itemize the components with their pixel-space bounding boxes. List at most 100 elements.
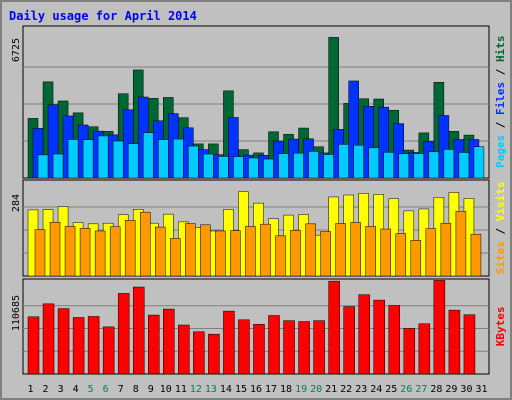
bar-pages-19 [308,151,319,179]
x-tick-label-8: 8 [133,384,139,395]
x-tick-label-29: 29 [445,384,457,395]
bar-pages-22 [353,144,364,179]
x-tick-label-4: 4 [73,384,79,395]
bar-kbytes-29 [448,309,461,375]
bar-pages-13 [218,156,229,179]
bar-pages-6 [112,140,124,179]
bar-sites-6 [109,226,121,277]
x-tick-label-25: 25 [385,384,397,395]
bar-sites-29 [455,210,467,277]
bar-kbytes-10 [163,308,175,375]
legend-separator: / [494,115,507,135]
bar-sites-25 [395,233,407,277]
legend-visits-sites: Sites / Visits [494,181,507,274]
bar-pages-10 [173,138,184,179]
ymax-label-visits-sites: 284 [11,194,22,212]
bar-kbytes-14 [223,310,235,375]
bar-sites-1 [34,229,46,277]
bar-kbytes-16 [253,323,265,375]
bar-sites-14 [230,230,241,277]
bar-kbytes-30 [463,314,476,375]
bar-pages-1 [37,154,49,179]
x-tick-label-31: 31 [475,384,487,395]
bar-sites-22 [350,222,361,277]
bar-sites-20 [320,231,331,277]
bar-pages-7 [127,143,139,179]
bar-pages-4 [82,139,94,179]
bar-kbytes-23 [358,294,370,375]
x-tick-label-16: 16 [250,384,262,395]
bar-sites-12 [200,224,211,277]
bar-sites-13 [215,230,226,277]
x-tick-label-30: 30 [460,384,472,395]
bar-sites-21 [335,223,346,277]
x-tick-label-27: 27 [415,384,427,395]
bar-pages-20 [323,154,334,179]
legend-entry-hits: Hits [494,36,507,63]
ymax-label-kbytes: 110685 [11,295,22,331]
x-tick-label-21: 21 [325,384,337,395]
x-tick-label-20: 20 [310,384,322,395]
x-tick-label-18: 18 [280,384,292,395]
bar-kbytes-22 [343,306,355,375]
bar-kbytes-17 [268,315,280,375]
bar-kbytes-21 [328,280,340,375]
x-tick-label-6: 6 [103,384,109,395]
bar-sites-3 [64,226,76,277]
bar-kbytes-5 [87,316,100,375]
bar-pages-24 [383,152,394,179]
x-tick-label-3: 3 [58,384,64,395]
ymax-label-hits-files-pages: 6725 [11,38,22,62]
x-tick-label-17: 17 [265,384,277,395]
x-tick-label-11: 11 [175,384,187,395]
bar-pages-9 [158,139,169,179]
bar-pages-25 [398,153,410,179]
bar-sites-26 [410,240,422,277]
x-tick-label-2: 2 [43,384,49,395]
bar-kbytes-1 [27,316,40,375]
bar-kbytes-6 [102,326,115,375]
legend-separator: / [494,221,507,241]
bar-sites-10 [170,238,181,277]
x-tick-label-26: 26 [400,384,412,395]
legend-separator: / [494,62,507,82]
bar-sites-4 [79,228,91,277]
bar-pages-12 [203,153,214,179]
bar-pages-26 [413,153,425,179]
bar-pages-3 [67,139,79,179]
bar-kbytes-4 [72,317,85,375]
bar-sites-24 [380,228,391,277]
bar-kbytes-13 [208,333,220,375]
bar-pages-27 [428,151,440,179]
bar-sites-19 [305,223,316,277]
bar-kbytes-24 [373,299,385,375]
bar-kbytes-25 [388,305,401,375]
bar-kbytes-7 [117,293,130,375]
bar-pages-8 [142,132,154,179]
x-tick-label-28: 28 [430,384,442,395]
bar-pages-5 [97,135,109,179]
x-tick-label-23: 23 [355,384,367,395]
x-tick-label-13: 13 [205,384,217,395]
legend-entry-files: Files [494,82,507,115]
bar-kbytes-15 [238,319,250,375]
x-tick-label-15: 15 [235,384,247,395]
bar-sites-9 [155,226,166,277]
bar-pages-29 [458,152,470,179]
x-tick-label-10: 10 [160,384,172,395]
bar-sites-28 [440,222,452,277]
bar-kbytes-8 [132,286,145,375]
x-tick-label-5: 5 [88,384,94,395]
bar-kbytes-2 [42,303,55,375]
bar-sites-5 [94,230,106,277]
bar-pages-30 [473,146,485,179]
x-tick-label-22: 22 [340,384,352,395]
bar-pages-14 [233,156,244,179]
bar-sites-11 [185,223,196,277]
bar-pages-15 [248,157,259,179]
bar-pages-11 [188,145,199,179]
bar-kbytes-12 [193,331,205,375]
x-tick-label-24: 24 [370,384,382,395]
bar-kbytes-19 [298,321,310,375]
